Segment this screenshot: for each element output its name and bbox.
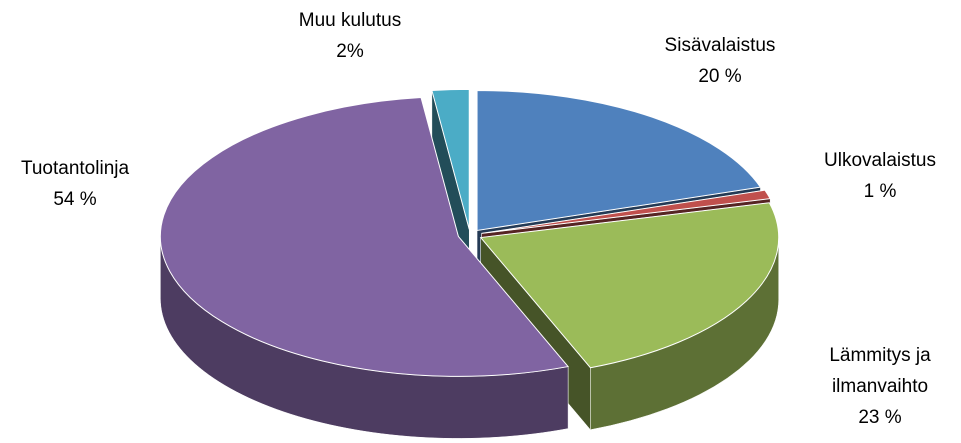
slice xyxy=(479,202,780,369)
value-label: 54 % xyxy=(53,189,97,210)
data-label: Ulkovalaistus 1 % xyxy=(790,145,961,207)
data-label: Muu kulutus 2% xyxy=(260,5,440,67)
data-label: Lämmitys ja ilmanvaihto 23 % xyxy=(800,340,960,433)
category-label: Ulkovalaistus xyxy=(824,150,936,171)
category-label: Sisävalaistus xyxy=(664,35,776,56)
value-label: 2% xyxy=(336,41,364,62)
data-label: Tuotantolinja 54 % xyxy=(0,153,165,215)
category-label: Lämmitys ja ilmanvaihto xyxy=(829,345,931,397)
data-label: Sisävalaistus 20 % xyxy=(630,30,810,92)
category-label: Tuotantolinja xyxy=(20,158,130,179)
slice xyxy=(476,89,762,232)
slice xyxy=(159,96,570,377)
slice xyxy=(431,88,470,230)
slice xyxy=(481,189,771,234)
value-label: 1 % xyxy=(863,181,897,202)
value-label: 23 % xyxy=(858,407,902,428)
category-label: Muu kulutus xyxy=(298,10,402,31)
value-label: 20 % xyxy=(698,66,742,87)
